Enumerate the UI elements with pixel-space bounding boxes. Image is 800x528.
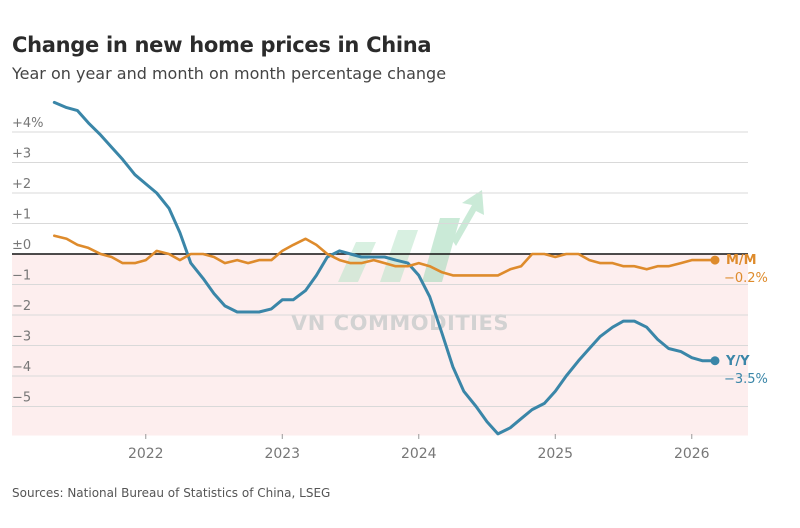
series-line-y-y: [52, 100, 717, 436]
y-tick-label: −4: [12, 360, 31, 375]
y-tick-label: ±0: [12, 238, 31, 253]
y-tick-label: +2: [12, 177, 31, 192]
series-line-m-m: [53, 234, 717, 277]
x-tick-label: 2023: [264, 446, 300, 462]
series-endpoint-y-y: [710, 356, 720, 366]
x-tick-label: 2024: [401, 446, 437, 462]
x-tick-label: 2022: [128, 446, 164, 462]
chart-source: Sources: National Bureau of Statistics o…: [12, 486, 331, 500]
chart-subtitle: Year on year and month on month percenta…: [12, 64, 447, 83]
y-tick-label: −5: [12, 391, 31, 406]
watermark-logo: [338, 190, 484, 282]
series-label-y-y: Y/Y: [725, 354, 750, 369]
x-tick-label: 2026: [674, 446, 710, 462]
series-endpoint-m-m: [710, 255, 720, 265]
x-tick-label: 2025: [537, 446, 573, 462]
series-value-m-m: −0.2%: [724, 271, 768, 286]
y-tick-label: +3: [12, 147, 31, 162]
chart-title: Change in new home prices in China: [12, 33, 432, 57]
y-tick-label: +4%: [12, 116, 44, 131]
y-tick-label: −2: [12, 299, 31, 314]
series-value-y-y: −3.5%: [724, 372, 768, 387]
y-tick-label: +1: [12, 208, 31, 223]
y-tick-label: −1: [12, 269, 31, 284]
series-label-m-m: M/M: [726, 253, 757, 268]
negative-region: [12, 254, 748, 436]
y-tick-label: −3: [12, 330, 31, 345]
